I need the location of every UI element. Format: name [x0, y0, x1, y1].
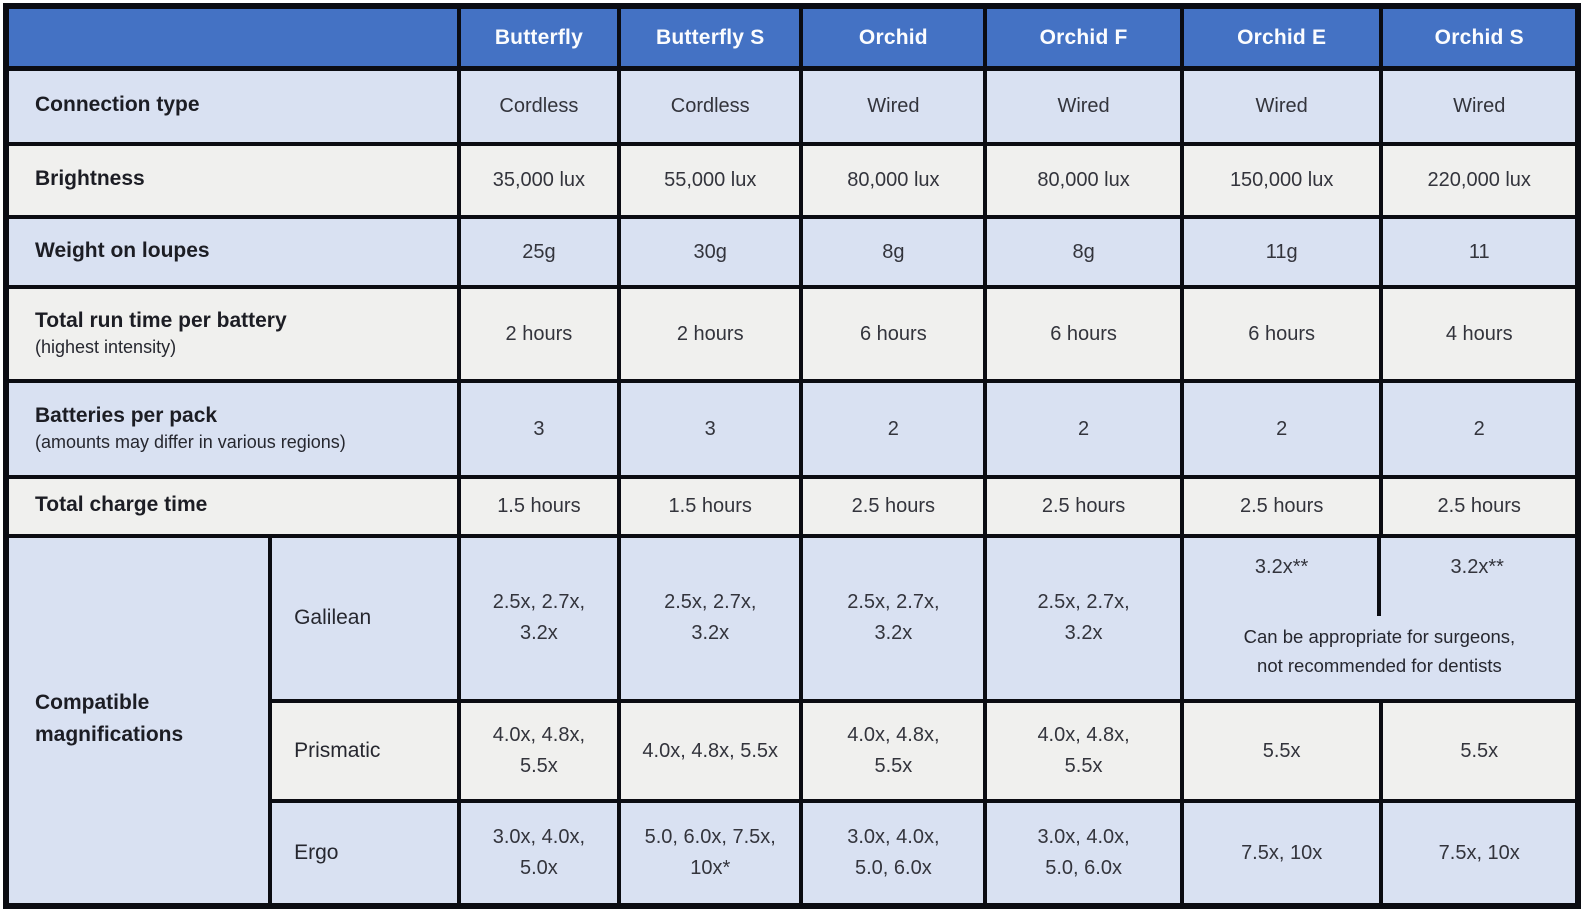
- row-connection-type: Connection type Cordless Cordless Wired …: [4, 66, 1580, 146]
- value-cell: 2: [799, 379, 988, 480]
- value-cell: 150,000 lux: [1179, 141, 1384, 220]
- value-cell: 5.5x: [1379, 699, 1580, 804]
- value-cell: 2.5x, 2.7x, 3.2x: [799, 533, 988, 704]
- row-label-total-run-time: Total run time per battery (highest inte…: [4, 285, 461, 384]
- magnification-note: Can be appropriate for surgeons, not rec…: [1243, 625, 1516, 677]
- comparison-table: Butterfly Butterfly S Orchid Orchid F Or…: [3, 3, 1581, 909]
- value-cell: 2.5 hours: [799, 475, 988, 538]
- row-label-text: Total run time per battery: [35, 309, 287, 333]
- value-cell: Wired: [799, 66, 988, 146]
- row-sublabel-text: (amounts may differ in various regions): [35, 431, 346, 452]
- row-label-connection-type: Connection type: [4, 66, 461, 146]
- value-cell: 2.5x, 2.7x, 3.2x: [456, 533, 622, 704]
- row-magnification-ergo: Ergo 3.0x, 4.0x, 5.0x 5.0, 6.0x, 7.5x, 1…: [6, 799, 1580, 908]
- row-label-batteries-per-pack: Batteries per pack (amounts may differ i…: [4, 379, 461, 480]
- row-brightness: Brightness 35,000 lux 55,000 lux 80,000 …: [4, 141, 1580, 220]
- row-magnification-prismatic: Prismatic 4.0x, 4.8x, 5.5x 4.0x, 4.8x, 5…: [6, 699, 1580, 804]
- row-label-text: Weight on loupes: [35, 238, 210, 262]
- row-label-text: Brightness: [35, 167, 145, 191]
- orchid-e-s-merged-cell: 3.2x** 3.2x** Can be appropriate for sur…: [1179, 533, 1581, 704]
- row-label-text: Batteries per pack: [35, 404, 218, 428]
- row-label-weight-on-loupes: Weight on loupes: [4, 215, 461, 290]
- value-cell: 7.5x, 10x: [1179, 799, 1384, 908]
- row-label-brightness: Brightness: [4, 141, 461, 220]
- value-cell: Wired: [1379, 66, 1580, 146]
- value-cell: 2.5 hours: [1179, 475, 1384, 538]
- value-cell: 5.5x: [1179, 699, 1384, 804]
- value-cell: 2 hours: [456, 285, 622, 384]
- value-cell: 3.0x, 4.0x, 5.0, 6.0x: [799, 799, 988, 908]
- header-orchid-f: Orchid F: [983, 4, 1184, 72]
- header-row: Butterfly Butterfly S Orchid Orchid F Or…: [4, 4, 1580, 72]
- value-cell: 2 hours: [617, 285, 804, 384]
- value-cell: 80,000 lux: [983, 141, 1184, 220]
- value-cell: 2.5x, 2.7x, 3.2x: [983, 533, 1184, 704]
- value-cell: 3.0x, 4.0x, 5.0x: [456, 799, 622, 908]
- value-cell: 7.5x, 10x: [1379, 799, 1580, 908]
- header-empty-cell: [4, 4, 461, 72]
- row-label-total-charge-time: Total charge time: [4, 475, 461, 538]
- value-cell: 35,000 lux: [456, 141, 622, 220]
- row-label-text: Connection type: [35, 93, 200, 117]
- value-cell: 6 hours: [983, 285, 1184, 384]
- value-cell: Wired: [1179, 66, 1384, 146]
- value-cell: 2: [983, 379, 1184, 480]
- value-cell: 25g: [456, 215, 622, 290]
- row-sublabel-text: (highest intensity): [35, 336, 177, 357]
- value-cell: 2: [1179, 379, 1384, 480]
- mag-type-galilean: Galilean: [268, 533, 461, 704]
- value-cell: 4.0x, 4.8x, 5.5x: [799, 699, 988, 804]
- value-cell: 3: [456, 379, 622, 480]
- value-cell: 2.5 hours: [983, 475, 1184, 538]
- value-cell: 1.5 hours: [456, 475, 622, 538]
- mag-type-prismatic: Prismatic: [268, 699, 461, 804]
- value-cell: 11g: [1179, 215, 1384, 290]
- row-total-run-time: Total run time per battery (highest inte…: [4, 285, 1580, 384]
- value-cell: 11: [1379, 215, 1580, 290]
- row-label-compatible-magnifications: Compatible magnifications: [3, 533, 273, 909]
- value-cell: 2: [1379, 379, 1580, 480]
- value-cell: 8g: [983, 215, 1184, 290]
- value-cell: 3: [617, 379, 804, 480]
- value-cell: Wired: [983, 66, 1184, 146]
- value-cell: 220,000 lux: [1379, 141, 1580, 220]
- value-cell: 2.5x, 2.7x, 3.2x: [617, 533, 804, 704]
- value-cell: 8g: [799, 215, 988, 290]
- mag-type-ergo: Ergo: [268, 799, 461, 908]
- value-orchid-s: 3.2x**: [1450, 555, 1504, 578]
- value-cell: 4.0x, 4.8x, 5.5x: [983, 699, 1184, 804]
- value-cell: 55,000 lux: [617, 141, 804, 220]
- value-cell: 5.0, 6.0x, 7.5x, 10x*: [617, 799, 804, 908]
- row-label-text: Total charge time: [35, 493, 208, 517]
- value-cell: Cordless: [617, 66, 804, 146]
- value-cell: 4.0x, 4.8x, 5.5x: [456, 699, 622, 804]
- header-orchid: Orchid: [799, 4, 988, 72]
- partial-column-divider: [1377, 539, 1382, 616]
- header-butterfly-s: Butterfly S: [617, 4, 804, 72]
- value-cell: 4.0x, 4.8x, 5.5x: [617, 699, 804, 804]
- header-orchid-e: Orchid E: [1179, 4, 1384, 72]
- row-weight-on-loupes: Weight on loupes 25g 30g 8g 8g 11g 11: [4, 215, 1580, 290]
- header-butterfly: Butterfly: [456, 4, 622, 72]
- value-cell: 30g: [617, 215, 804, 290]
- value-cell: 2.5 hours: [1379, 475, 1580, 538]
- value-orchid-e: 3.2x**: [1254, 555, 1309, 578]
- value-cell: 80,000 lux: [799, 141, 988, 220]
- header-orchid-s: Orchid S: [1379, 4, 1580, 72]
- value-cell: Cordless: [456, 66, 622, 146]
- row-total-charge-time: Total charge time 1.5 hours 1.5 hours 2.…: [4, 475, 1580, 538]
- value-cell: 6 hours: [799, 285, 988, 384]
- row-magnification-galilean: Compatible magnifications Galilean 2.5x,…: [3, 533, 1581, 909]
- value-cell: 4 hours: [1379, 285, 1580, 384]
- value-cell: 6 hours: [1179, 285, 1384, 384]
- value-cell: 1.5 hours: [617, 475, 804, 538]
- value-cell: 3.0x, 4.0x, 5.0, 6.0x: [983, 799, 1184, 908]
- orchid-e-s-values: 3.2x** 3.2x**: [1186, 539, 1574, 616]
- row-batteries-per-pack: Batteries per pack (amounts may differ i…: [4, 379, 1580, 480]
